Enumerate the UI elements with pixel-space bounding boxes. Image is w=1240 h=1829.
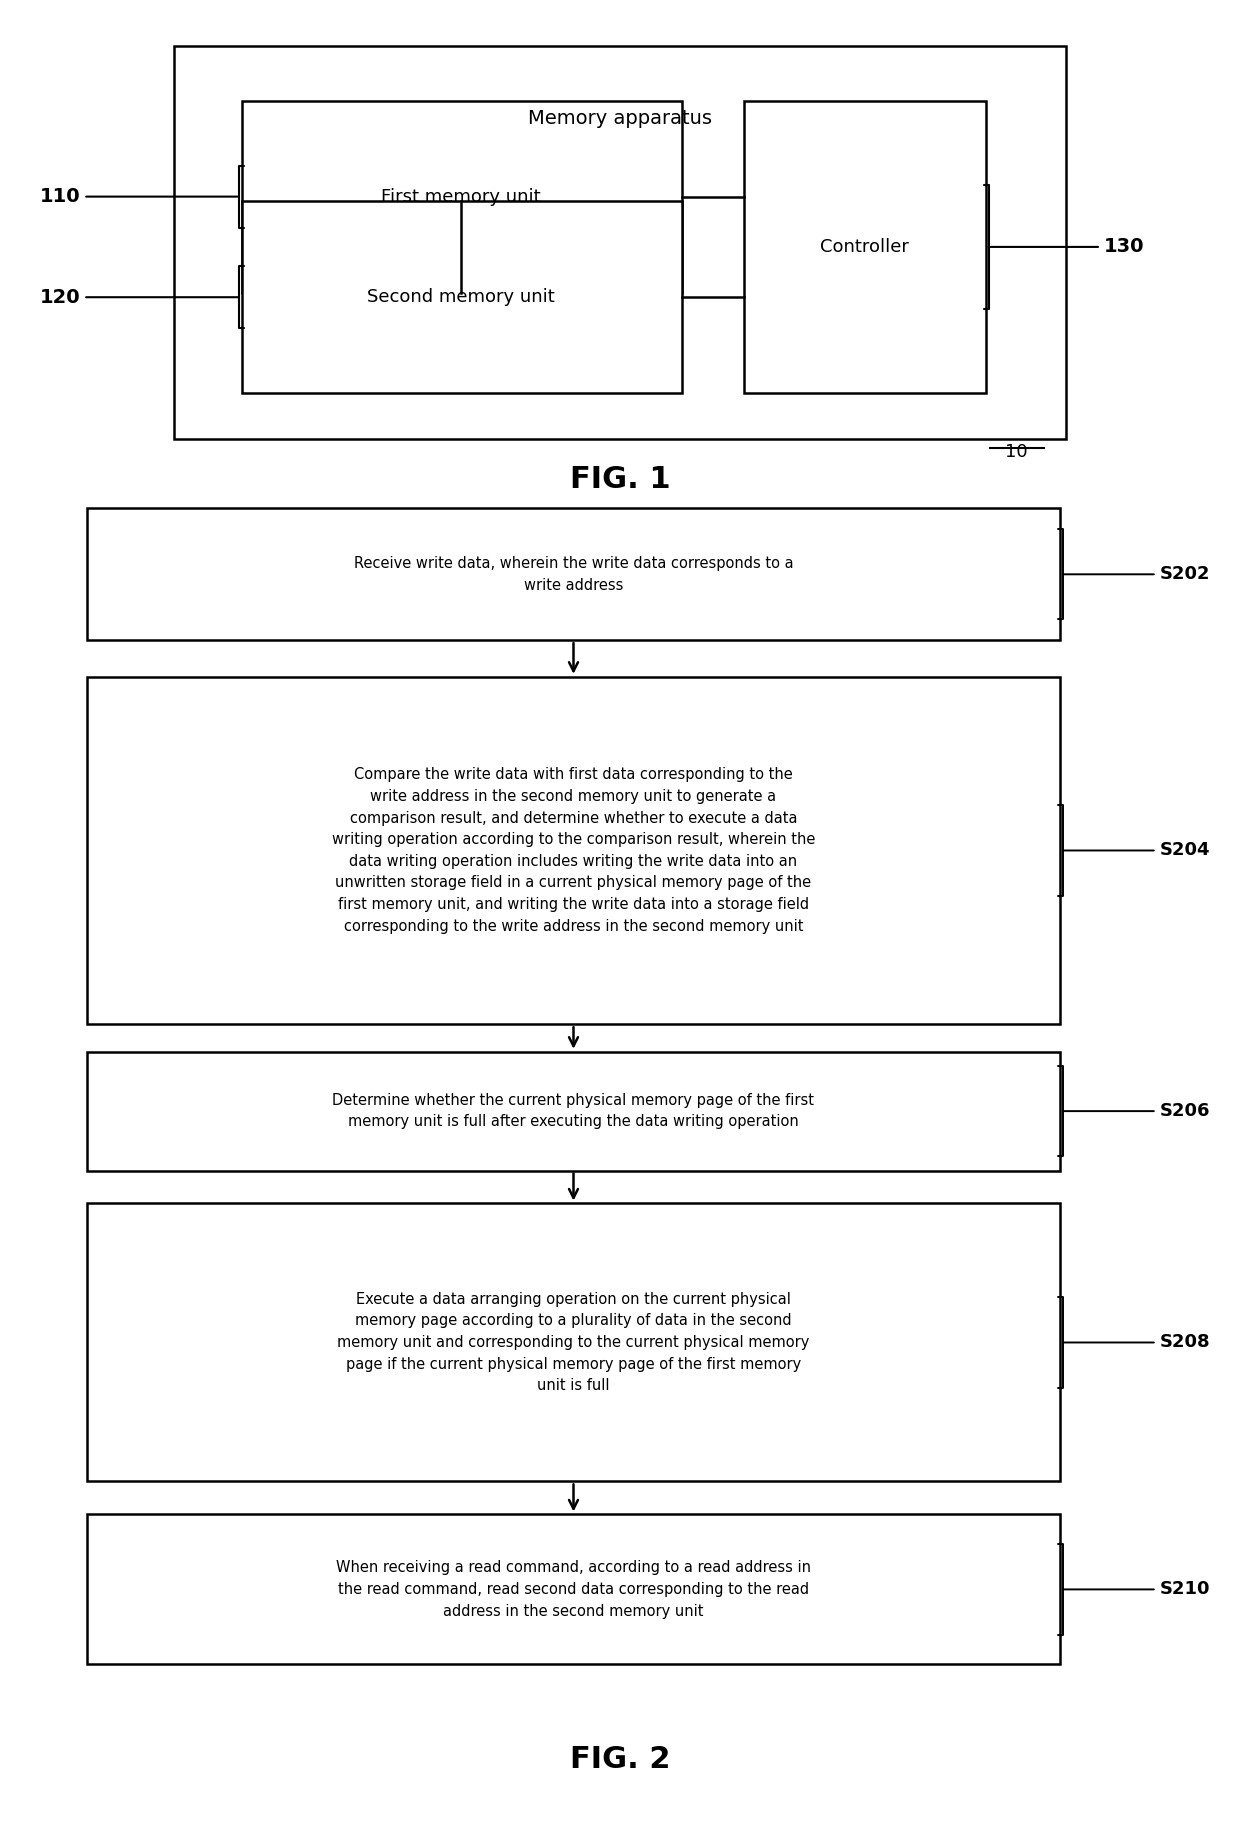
- Text: 120: 120: [40, 265, 244, 329]
- Text: S202: S202: [1058, 529, 1210, 620]
- Text: Receive write data, wherein the write data corresponds to a
write address: Receive write data, wherein the write da…: [353, 556, 794, 593]
- Text: Controller: Controller: [820, 238, 909, 256]
- Bar: [87, 508, 1060, 640]
- Bar: [174, 46, 1066, 439]
- Text: Compare the write data with first data corresponding to the
write address in the: Compare the write data with first data c…: [332, 768, 815, 933]
- Bar: [87, 1203, 1060, 1481]
- Text: Execute a data arranging operation on the current physical
memory page according: Execute a data arranging operation on th…: [337, 1291, 810, 1394]
- Text: Second memory unit: Second memory unit: [367, 289, 556, 305]
- Bar: [744, 101, 986, 393]
- Text: 130: 130: [983, 185, 1145, 309]
- Text: S210: S210: [1058, 1544, 1210, 1635]
- Text: 110: 110: [40, 165, 244, 229]
- Text: Memory apparatus: Memory apparatus: [528, 110, 712, 128]
- Text: When receiving a read command, according to a read address in
the read command, : When receiving a read command, according…: [336, 1560, 811, 1619]
- Bar: [242, 101, 682, 293]
- Bar: [87, 1052, 1060, 1171]
- Text: FIG. 1: FIG. 1: [569, 465, 671, 494]
- Text: S208: S208: [1058, 1297, 1210, 1388]
- Bar: [242, 201, 682, 393]
- Text: 10: 10: [1006, 443, 1028, 461]
- Bar: [87, 1514, 1060, 1664]
- Text: S206: S206: [1058, 1066, 1210, 1156]
- Text: Determine whether the current physical memory page of the first
memory unit is f: Determine whether the current physical m…: [332, 1092, 815, 1130]
- Text: First memory unit: First memory unit: [382, 188, 541, 205]
- Bar: [87, 677, 1060, 1024]
- Text: S204: S204: [1058, 805, 1210, 896]
- Text: FIG. 2: FIG. 2: [569, 1745, 671, 1774]
